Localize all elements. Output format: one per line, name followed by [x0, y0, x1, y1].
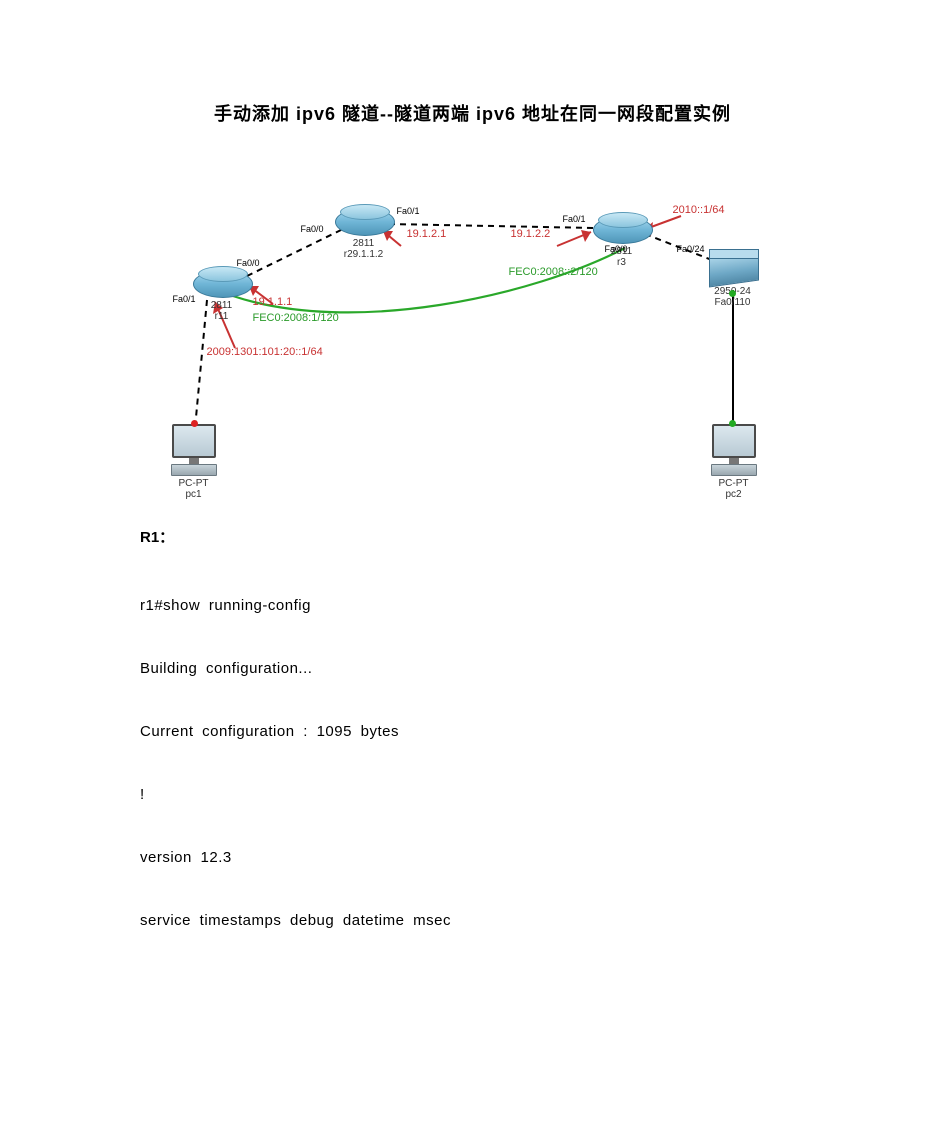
ip-r1-19111: 19.1.1.1: [253, 296, 293, 308]
router-name: r3: [617, 257, 626, 268]
router-model: 2811: [353, 238, 375, 249]
iface-r1-fa00: Fa0/0: [237, 258, 260, 268]
config-line: r1#show running-config: [140, 597, 805, 614]
router-icon: [193, 270, 253, 298]
pc-icon: [172, 424, 216, 458]
router-name: r11: [215, 311, 229, 322]
iface-sw-fa024: Fa0/24: [677, 244, 705, 254]
network-diagram: 2811 r11 Fa0/1 Fa0/0 2811 r29.1.1.2 Fa0/…: [153, 166, 793, 496]
config-line: Building configuration...: [140, 660, 805, 677]
router-r2: 2811 r29.1.1.2: [335, 208, 393, 260]
ip-r2-19121: 19.1.2.1: [407, 228, 447, 240]
config-line: service timestamps debug datetime msec: [140, 912, 805, 929]
router-model: 2811: [211, 300, 233, 311]
router-icon: [593, 216, 653, 244]
router-name: r29.1.1.2: [344, 249, 383, 260]
pc-icon: [712, 424, 756, 458]
ip-r1-2009: 2009:1301:101:20::1/64: [207, 346, 323, 358]
switch-iface: Fa0/110: [715, 297, 751, 308]
tunnel-left: FEC0:2008:1/120: [253, 312, 339, 324]
switch-2950: 2950-24 Fa0/110: [709, 254, 757, 308]
pc2: PC-PT pc2: [707, 424, 761, 500]
switch-icon: [709, 250, 759, 287]
config-section: R1： r1#show running-config Building conf…: [140, 526, 805, 929]
page-title: 手动添加 ipv6 隧道--隧道两端 ipv6 地址在同一网段配置实例: [140, 100, 805, 126]
pc-name: pc1: [185, 489, 201, 500]
ip-r3-19122: 19.1.2.2: [511, 228, 551, 240]
config-line: version 12.3: [140, 849, 805, 866]
config-head: R1：: [140, 526, 805, 547]
pc-type: PC-PT: [179, 478, 209, 489]
iface-r2-fa00: Fa0/0: [301, 224, 324, 234]
config-line: Current configuration : 1095 bytes: [140, 723, 805, 740]
document-page: 手动添加 ipv6 隧道--隧道两端 ipv6 地址在同一网段配置实例: [0, 0, 945, 1123]
router-r1: 2811 r11: [193, 270, 251, 322]
pc-name: pc2: [725, 489, 741, 500]
config-line: !: [140, 786, 805, 803]
tunnel-right: FEC0:2008::2/120: [509, 266, 598, 278]
link-dot: [191, 420, 198, 427]
pc-type: PC-PT: [719, 478, 749, 489]
router-icon: [335, 208, 395, 236]
iface-r2-fa01: Fa0/1: [397, 206, 420, 216]
link-dot: [729, 290, 736, 297]
iface-r3-fa01: Fa0/1: [563, 214, 586, 224]
link-dot: [729, 420, 736, 427]
pc1: PC-PT pc1: [167, 424, 221, 500]
router-r3: 2811 r3: [593, 216, 651, 268]
ip-r3-2010: 2010::1/64: [673, 204, 725, 216]
iface-r3-fa00: Fa0/0: [605, 244, 628, 254]
iface-r1-fa01: Fa0/1: [173, 294, 196, 304]
